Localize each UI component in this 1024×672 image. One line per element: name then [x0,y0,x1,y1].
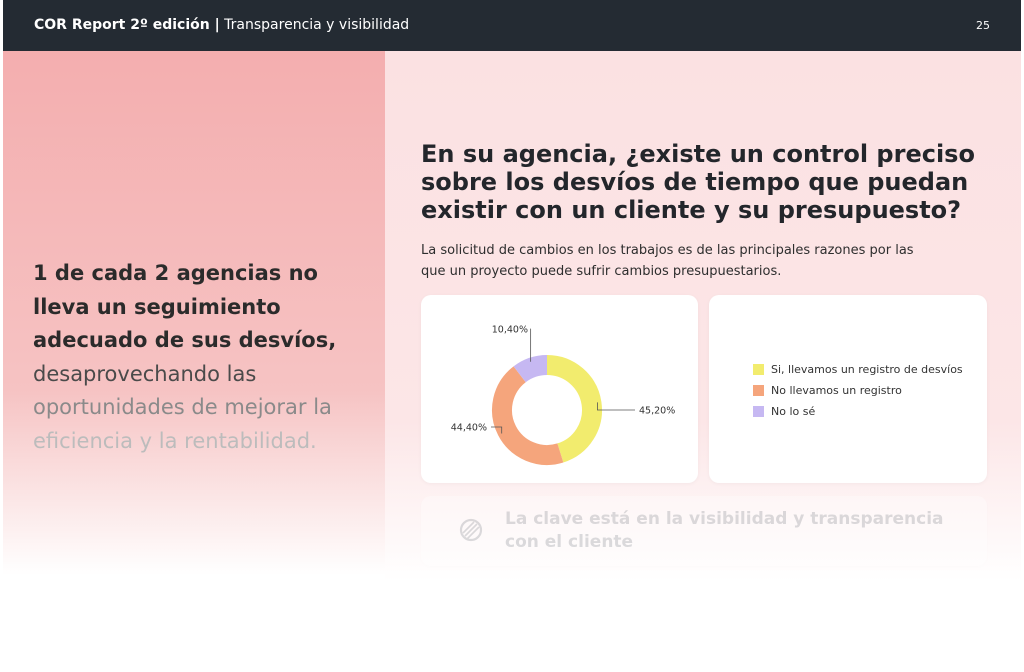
legend-swatch [753,406,764,417]
question-line: sobre los desvíos de tiempo que puedan [421,168,969,196]
question-subtitle: La solicitud de cambios en los trabajos … [421,240,961,282]
legend-item: Si, llevamos un registro de desvíos [753,359,963,380]
leader-line [491,426,503,434]
legend-card: Si, llevamos un registro de desvíos No l… [709,295,987,483]
lightbulb-icon [459,518,483,542]
key-finding-line: lleva un seguimiento [33,294,281,319]
donut-slice [513,355,548,383]
question-line: existir con un cliente y su presupuesto? [421,196,962,224]
leader-line [597,402,635,411]
callout-card: La clave está en la visibilidad y transp… [421,496,987,566]
chart-card: 45,20% 44,40% 10,40% [421,295,698,483]
key-finding-line: 1 de cada 2 agencias no [33,261,318,285]
legend-label: Si, llevamos un registro de desvíos [771,363,963,376]
page: COR Report 2º edición | Transparencia y … [3,0,1021,668]
callout-line: con el cliente [505,532,634,552]
chart-legend: Si, llevamos un registro de desvíos No l… [753,359,963,422]
header-title: COR Report 2º edición | Transparencia y … [34,17,409,33]
question-line: En su agencia, ¿existe un control precis… [421,140,975,168]
data-label: 44,40% [451,423,487,434]
legend-label: No lo sé [771,405,816,418]
callout-line: La clave está en la visibilidad y transp… [505,509,944,529]
donut-chart: 45,20% 44,40% 10,40% [451,325,675,465]
report-title: COR Report 2º edición | [34,17,220,33]
donut-slice [492,366,564,465]
section-title: Transparencia y visibilidad [224,17,410,33]
key-finding: 1 de cada 2 agencias no lleva un seguimi… [33,257,378,458]
subtitle-line: La solicitud de cambios en los trabajos … [421,243,914,258]
donut-slice [546,355,602,463]
page-number: 25 [976,19,990,32]
header-bar: COR Report 2º edición | Transparencia y … [3,0,1021,51]
key-finding-line: adecuado de sus desvíos, [33,328,337,352]
legend-item: No llevamos un registro [753,380,963,401]
legend-label: No llevamos un registro [771,384,902,397]
data-label: 10,40% [492,325,528,336]
survey-question: En su agencia, ¿existe un control precis… [421,140,981,224]
legend-swatch [753,385,764,396]
subtitle-line: que un proyecto puede sufrir cambios pre… [421,264,782,279]
callout-text: La clave está en la visibilidad y transp… [505,508,944,554]
key-finding-body-line: eficiencia y la rentabilidad. [33,428,317,453]
legend-swatch [753,364,764,375]
key-finding-body-line: oportunidades de mejorar la [33,395,332,419]
right-panel: En su agencia, ¿existe un control precis… [385,51,1021,668]
left-panel: 1 de cada 2 agencias no lleva un seguimi… [3,51,385,668]
legend-item: No lo sé [753,401,963,422]
data-label: 45,20% [639,406,675,417]
key-finding-body-line: desaprovechando las [33,361,257,386]
